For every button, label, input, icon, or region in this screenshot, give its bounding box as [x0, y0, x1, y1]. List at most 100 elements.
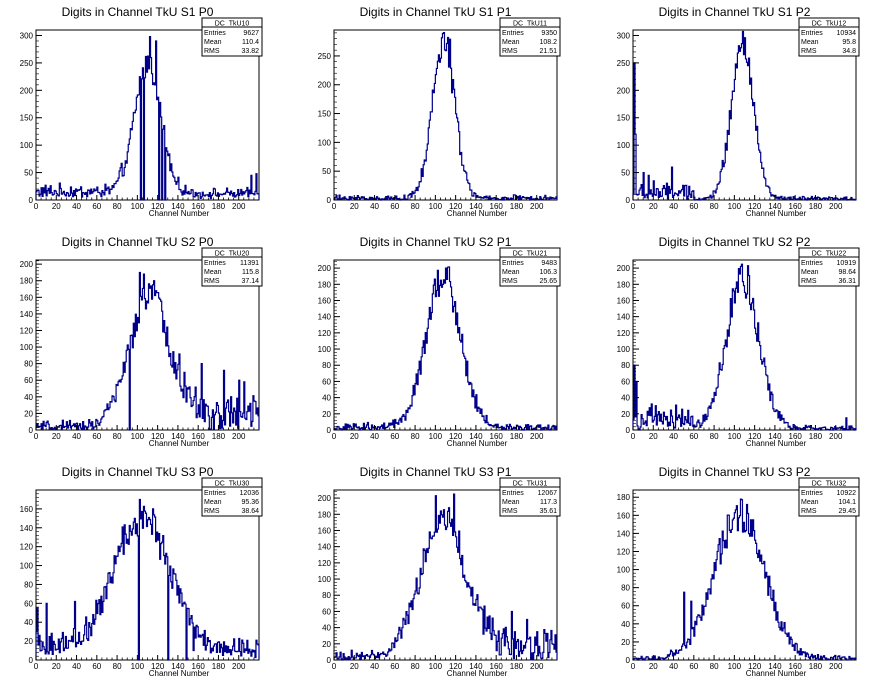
x-tick-label: 120: [449, 202, 463, 211]
y-tick-label: 20: [621, 638, 630, 647]
y-tick-label: 160: [20, 293, 34, 302]
x-axis-label: Channel Number: [447, 669, 508, 678]
x-tick-label: 160: [789, 662, 803, 671]
x-tick-label: 200: [829, 662, 843, 671]
x-tick-label: 40: [669, 202, 678, 211]
y-tick-label: 160: [20, 505, 34, 514]
x-tick-label: 120: [449, 432, 463, 441]
x-tick-label: 160: [789, 202, 803, 211]
stats-entries-value: 11391: [240, 260, 259, 267]
x-tick-label: 60: [92, 202, 101, 211]
histogram-name: DC_TkU22: [812, 251, 847, 258]
y-tick-label: 250: [318, 52, 332, 61]
y-tick-label: 200: [617, 264, 631, 273]
y-tick-label: 250: [617, 59, 631, 68]
x-tick-label: 40: [72, 202, 81, 211]
stats-entries-value: 10922: [837, 490, 857, 497]
stats-mean-label: Mean: [801, 39, 819, 46]
x-tick-label: 140: [768, 662, 782, 671]
y-tick-label: 80: [621, 584, 630, 593]
x-tick-label: 100: [429, 432, 443, 441]
y-tick-label: 150: [617, 114, 631, 123]
x-tick-label: 20: [52, 662, 61, 671]
histogram-line: [35, 498, 260, 661]
y-tick-label: 0: [327, 656, 332, 665]
x-tick-label: 140: [768, 432, 782, 441]
stats-box: DC_TkU32 Entries 10922 Mean 104.1 RMS 29.45: [798, 477, 860, 517]
x-tick-label: 200: [232, 432, 246, 441]
y-tick-label: 40: [322, 624, 331, 633]
y-tick-label: 20: [621, 410, 630, 419]
stats-mean-label: Mean: [801, 269, 819, 276]
y-tick-label: 40: [24, 618, 33, 627]
stats-entries-value: 10919: [837, 260, 857, 267]
stats-rms-value: 36.31: [838, 278, 856, 285]
y-tick-label: 140: [20, 310, 34, 319]
stats-rms-value: 38.64: [241, 508, 259, 515]
stats-box: DC_TkU11 Entries 9350 Mean 108.2 RMS 21.51: [499, 17, 561, 57]
panel-title: Digits in Channel TkU S1 P0: [62, 5, 214, 19]
y-tick-label: 140: [318, 543, 332, 552]
stats-entries-value: 9483: [541, 260, 557, 267]
stats-mean-label: Mean: [204, 39, 222, 46]
x-tick-label: 20: [350, 662, 359, 671]
y-tick-label: 150: [20, 114, 34, 123]
x-tick-label: 20: [649, 202, 658, 211]
x-tick-label: 140: [469, 202, 483, 211]
histogram-panel-6: Digits in Channel TkU S2 P2 0 20 40 60 80 100 1…: [617, 235, 860, 448]
y-tick-label: 160: [617, 511, 631, 520]
y-tick-label: 20: [24, 409, 33, 418]
stats-box: DC_TkU31 Entries 12067 Mean 117.3 RMS 35.61: [499, 477, 561, 517]
y-tick-label: 300: [20, 31, 34, 40]
y-tick-label: 40: [322, 394, 331, 403]
x-tick-label: 140: [171, 662, 185, 671]
x-tick-label: 180: [510, 432, 524, 441]
stats-entries-label: Entries: [502, 490, 524, 497]
panel-title: Digits in Channel TkU S3 P1: [360, 465, 512, 479]
panel-title: Digits in Channel TkU S1 P1: [360, 5, 512, 19]
x-tick-label: 40: [370, 202, 379, 211]
x-tick-label: 0: [34, 432, 39, 441]
stats-box-frame: [499, 247, 561, 287]
x-tick-label: 100: [131, 432, 145, 441]
x-tick-label: 200: [530, 662, 544, 671]
x-tick-label: 180: [809, 662, 823, 671]
y-tick-label: 200: [318, 494, 332, 503]
x-tick-label: 200: [530, 432, 544, 441]
stats-entries-value: 9627: [243, 30, 259, 37]
x-tick-label: 160: [192, 662, 206, 671]
histogram-line: [632, 30, 857, 201]
y-tick-label: 120: [617, 547, 631, 556]
histogram-panel-4: Digits in Channel TkU S2 P0 0 20 40 60 80 100 1…: [20, 235, 263, 448]
stats-rms-label: RMS: [502, 278, 518, 285]
panel-title: Digits in Channel TkU S2 P0: [62, 235, 214, 249]
histogram-panel-7: Digits in Channel TkU S3 P0 0 20 40 60 80 100 1…: [20, 465, 263, 678]
y-tick-label: 50: [621, 169, 630, 178]
histogram-panel-3: Digits in Channel TkU S1 P2 0 20 40 60 80 100 1…: [617, 5, 860, 218]
x-tick-label: 60: [390, 202, 399, 211]
stats-rms-value: 33.82: [241, 48, 259, 55]
stats-entries-label: Entries: [801, 260, 823, 267]
x-tick-label: 120: [748, 202, 762, 211]
x-tick-label: 120: [748, 432, 762, 441]
y-tick-label: 80: [621, 361, 630, 370]
histogram-line: [632, 263, 857, 431]
x-tick-label: 200: [530, 202, 544, 211]
stats-box-frame: [201, 247, 263, 287]
x-tick-label: 0: [34, 662, 39, 671]
histogram-name: DC_TkU21: [513, 251, 548, 258]
x-tick-label: 140: [469, 432, 483, 441]
stats-mean-label: Mean: [502, 39, 520, 46]
y-tick-label: 180: [617, 280, 631, 289]
stats-box: DC_TkU22 Entries 10919 Mean 98.64 RMS 36.31: [798, 247, 860, 287]
y-tick-label: 180: [318, 510, 332, 519]
y-tick-label: 120: [20, 326, 34, 335]
y-tick-label: 100: [318, 345, 332, 354]
y-tick-label: 40: [621, 394, 630, 403]
x-tick-label: 0: [332, 202, 337, 211]
y-tick-label: 300: [617, 31, 631, 40]
x-tick-label: 20: [649, 432, 658, 441]
x-axis-label: Channel Number: [447, 209, 508, 218]
x-tick-label: 100: [429, 662, 443, 671]
y-tick-label: 120: [617, 329, 631, 338]
